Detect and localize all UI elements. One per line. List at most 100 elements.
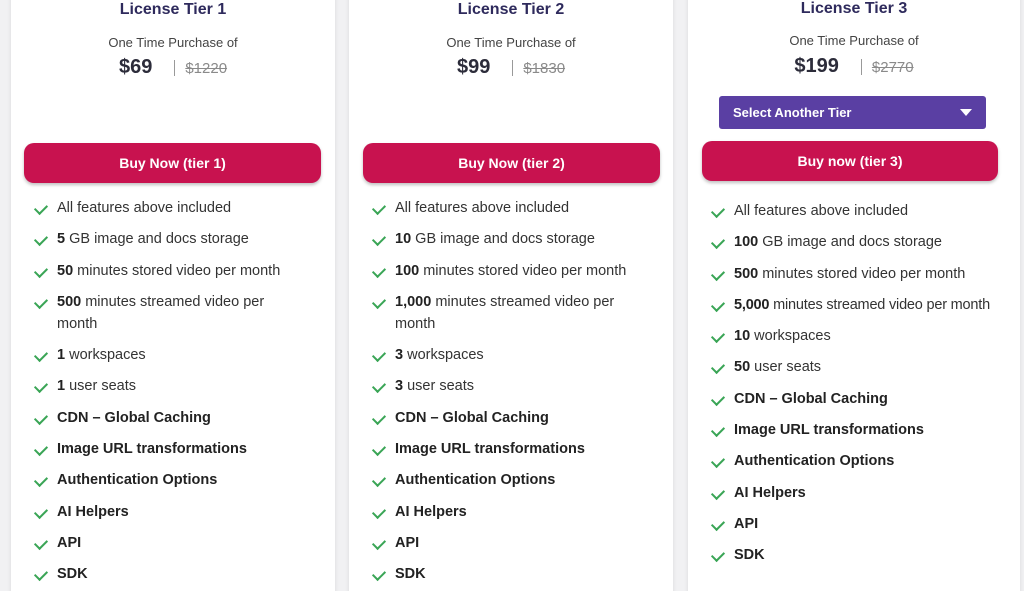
feature-item: CDN – Global Caching — [371, 407, 669, 429]
check-icon — [33, 294, 49, 309]
current-price: $69 — [118, 56, 153, 78]
check-icon — [33, 200, 49, 216]
check-icon — [371, 200, 387, 216]
check-icon — [33, 348, 49, 363]
check-icon — [710, 548, 726, 563]
feature-item: SDK — [710, 544, 1016, 566]
check-icon — [371, 263, 387, 278]
feature-item: 1 workspaces — [33, 344, 331, 366]
feature-item: SDK — [371, 563, 669, 585]
feature-item: SDK — [33, 563, 331, 585]
purchase-label: One Time Purchase of — [108, 35, 238, 50]
feature-item: 1 user seats — [33, 375, 331, 397]
price-divider — [174, 59, 176, 76]
check-icon — [710, 203, 726, 219]
check-icon — [371, 294, 387, 309]
feature-item: 10 workspaces — [710, 325, 1016, 347]
feature-item: API — [371, 532, 669, 554]
feature-item: 50 user seats — [710, 356, 1016, 378]
buy-now-tier-3-button[interactable]: Buy now (tier 3) — [702, 141, 998, 181]
feature-item: 3 workspaces — [371, 344, 669, 366]
tier-title: License Tier 3 — [800, 0, 908, 17]
check-icon — [33, 567, 49, 582]
check-icon — [33, 442, 49, 457]
feature-item: Image URL transformations — [710, 419, 1016, 441]
price-divider — [512, 59, 514, 76]
feature-list: All features above included 5 GB image a… — [33, 197, 331, 591]
feature-item: All features above included — [710, 200, 1016, 222]
feature-item: AI Helpers — [371, 501, 669, 523]
check-icon — [710, 266, 726, 281]
check-icon — [371, 567, 387, 582]
check-icon — [710, 297, 726, 312]
check-icon — [371, 232, 387, 247]
purchase-label: One Time Purchase of — [446, 35, 576, 50]
feature-item: 100 minutes stored video per month — [371, 260, 669, 282]
feature-item: Authentication Options — [710, 450, 1016, 472]
check-icon — [710, 485, 726, 500]
feature-item: 500 minutes stored video per month — [710, 263, 1016, 285]
check-icon — [710, 391, 726, 406]
check-icon — [710, 329, 726, 344]
check-icon — [33, 473, 49, 488]
purchase-label: One Time Purchase of — [789, 33, 919, 48]
feature-item: All features above included — [33, 197, 331, 219]
select-another-tier-dropdown[interactable]: Select Another Tier — [719, 96, 986, 129]
check-icon — [33, 504, 49, 519]
check-icon — [371, 410, 387, 425]
check-icon — [371, 348, 387, 363]
tier-title: License Tier 1 — [119, 1, 227, 18]
check-icon — [371, 504, 387, 519]
caret-down-icon — [960, 109, 972, 116]
current-price: $99 — [456, 56, 491, 78]
current-price: $199 — [794, 55, 839, 77]
feature-item: 3 user seats — [371, 375, 669, 397]
feature-item: 50 minutes stored video per month — [33, 260, 331, 282]
tier-title: License Tier 2 — [457, 1, 565, 18]
old-price: $1830 — [523, 60, 566, 77]
feature-item: API — [710, 513, 1016, 535]
feature-item: 100 GB image and docs storage — [710, 231, 1016, 253]
check-icon — [710, 516, 726, 532]
feature-item: API — [33, 532, 331, 554]
feature-list: All features above included 10 GB image … — [371, 197, 669, 591]
old-price: $2770 — [871, 59, 914, 76]
buy-now-tier-1-button[interactable]: Buy Now (tier 1) — [24, 143, 321, 183]
feature-item: Image URL transformations — [33, 438, 331, 460]
feature-item: CDN – Global Caching — [710, 388, 1016, 410]
feature-item: CDN – Global Caching — [33, 407, 331, 429]
feature-item: Authentication Options — [33, 469, 331, 491]
price-row: $69 $1220 — [11, 56, 335, 79]
buy-now-tier-2-button[interactable]: Buy Now (tier 2) — [363, 143, 660, 183]
price-row: $99 $1830 — [349, 56, 673, 79]
pricing-card-tier-3: License Tier 3 One Time Purchase of $199… — [688, 0, 1020, 591]
feature-item: 1,000 minutes streamed video per month — [371, 291, 669, 335]
price-divider — [860, 58, 862, 75]
check-icon — [371, 442, 387, 457]
check-icon — [710, 454, 726, 469]
feature-item: 5 GB image and docs storage — [33, 228, 331, 250]
feature-item: Authentication Options — [371, 469, 669, 491]
check-icon — [371, 473, 387, 488]
check-icon — [33, 535, 49, 551]
feature-item: AI Helpers — [710, 482, 1016, 504]
feature-item: AI Helpers — [33, 501, 331, 523]
check-icon — [33, 410, 49, 425]
pricing-card-tier-2: License Tier 2 One Time Purchase of $99 … — [349, 0, 673, 591]
feature-item: 10 GB image and docs storage — [371, 228, 669, 250]
check-icon — [33, 232, 49, 247]
check-icon — [371, 379, 387, 394]
pricing-card-tier-1: License Tier 1 One Time Purchase of $69 … — [11, 0, 335, 591]
feature-item: All features above included — [371, 197, 669, 219]
feature-item: 500 minutes streamed video per month — [33, 291, 331, 335]
feature-item: 5,000 minutes streamed video per month — [710, 294, 1016, 316]
check-icon — [710, 423, 726, 438]
check-icon — [33, 263, 49, 278]
check-icon — [710, 360, 726, 375]
check-icon — [371, 535, 387, 551]
feature-item: Image URL transformations — [371, 438, 669, 460]
check-icon — [710, 235, 726, 250]
old-price: $1220 — [185, 60, 228, 77]
check-icon — [33, 379, 49, 394]
feature-list: All features above included 100 GB image… — [710, 200, 1016, 576]
